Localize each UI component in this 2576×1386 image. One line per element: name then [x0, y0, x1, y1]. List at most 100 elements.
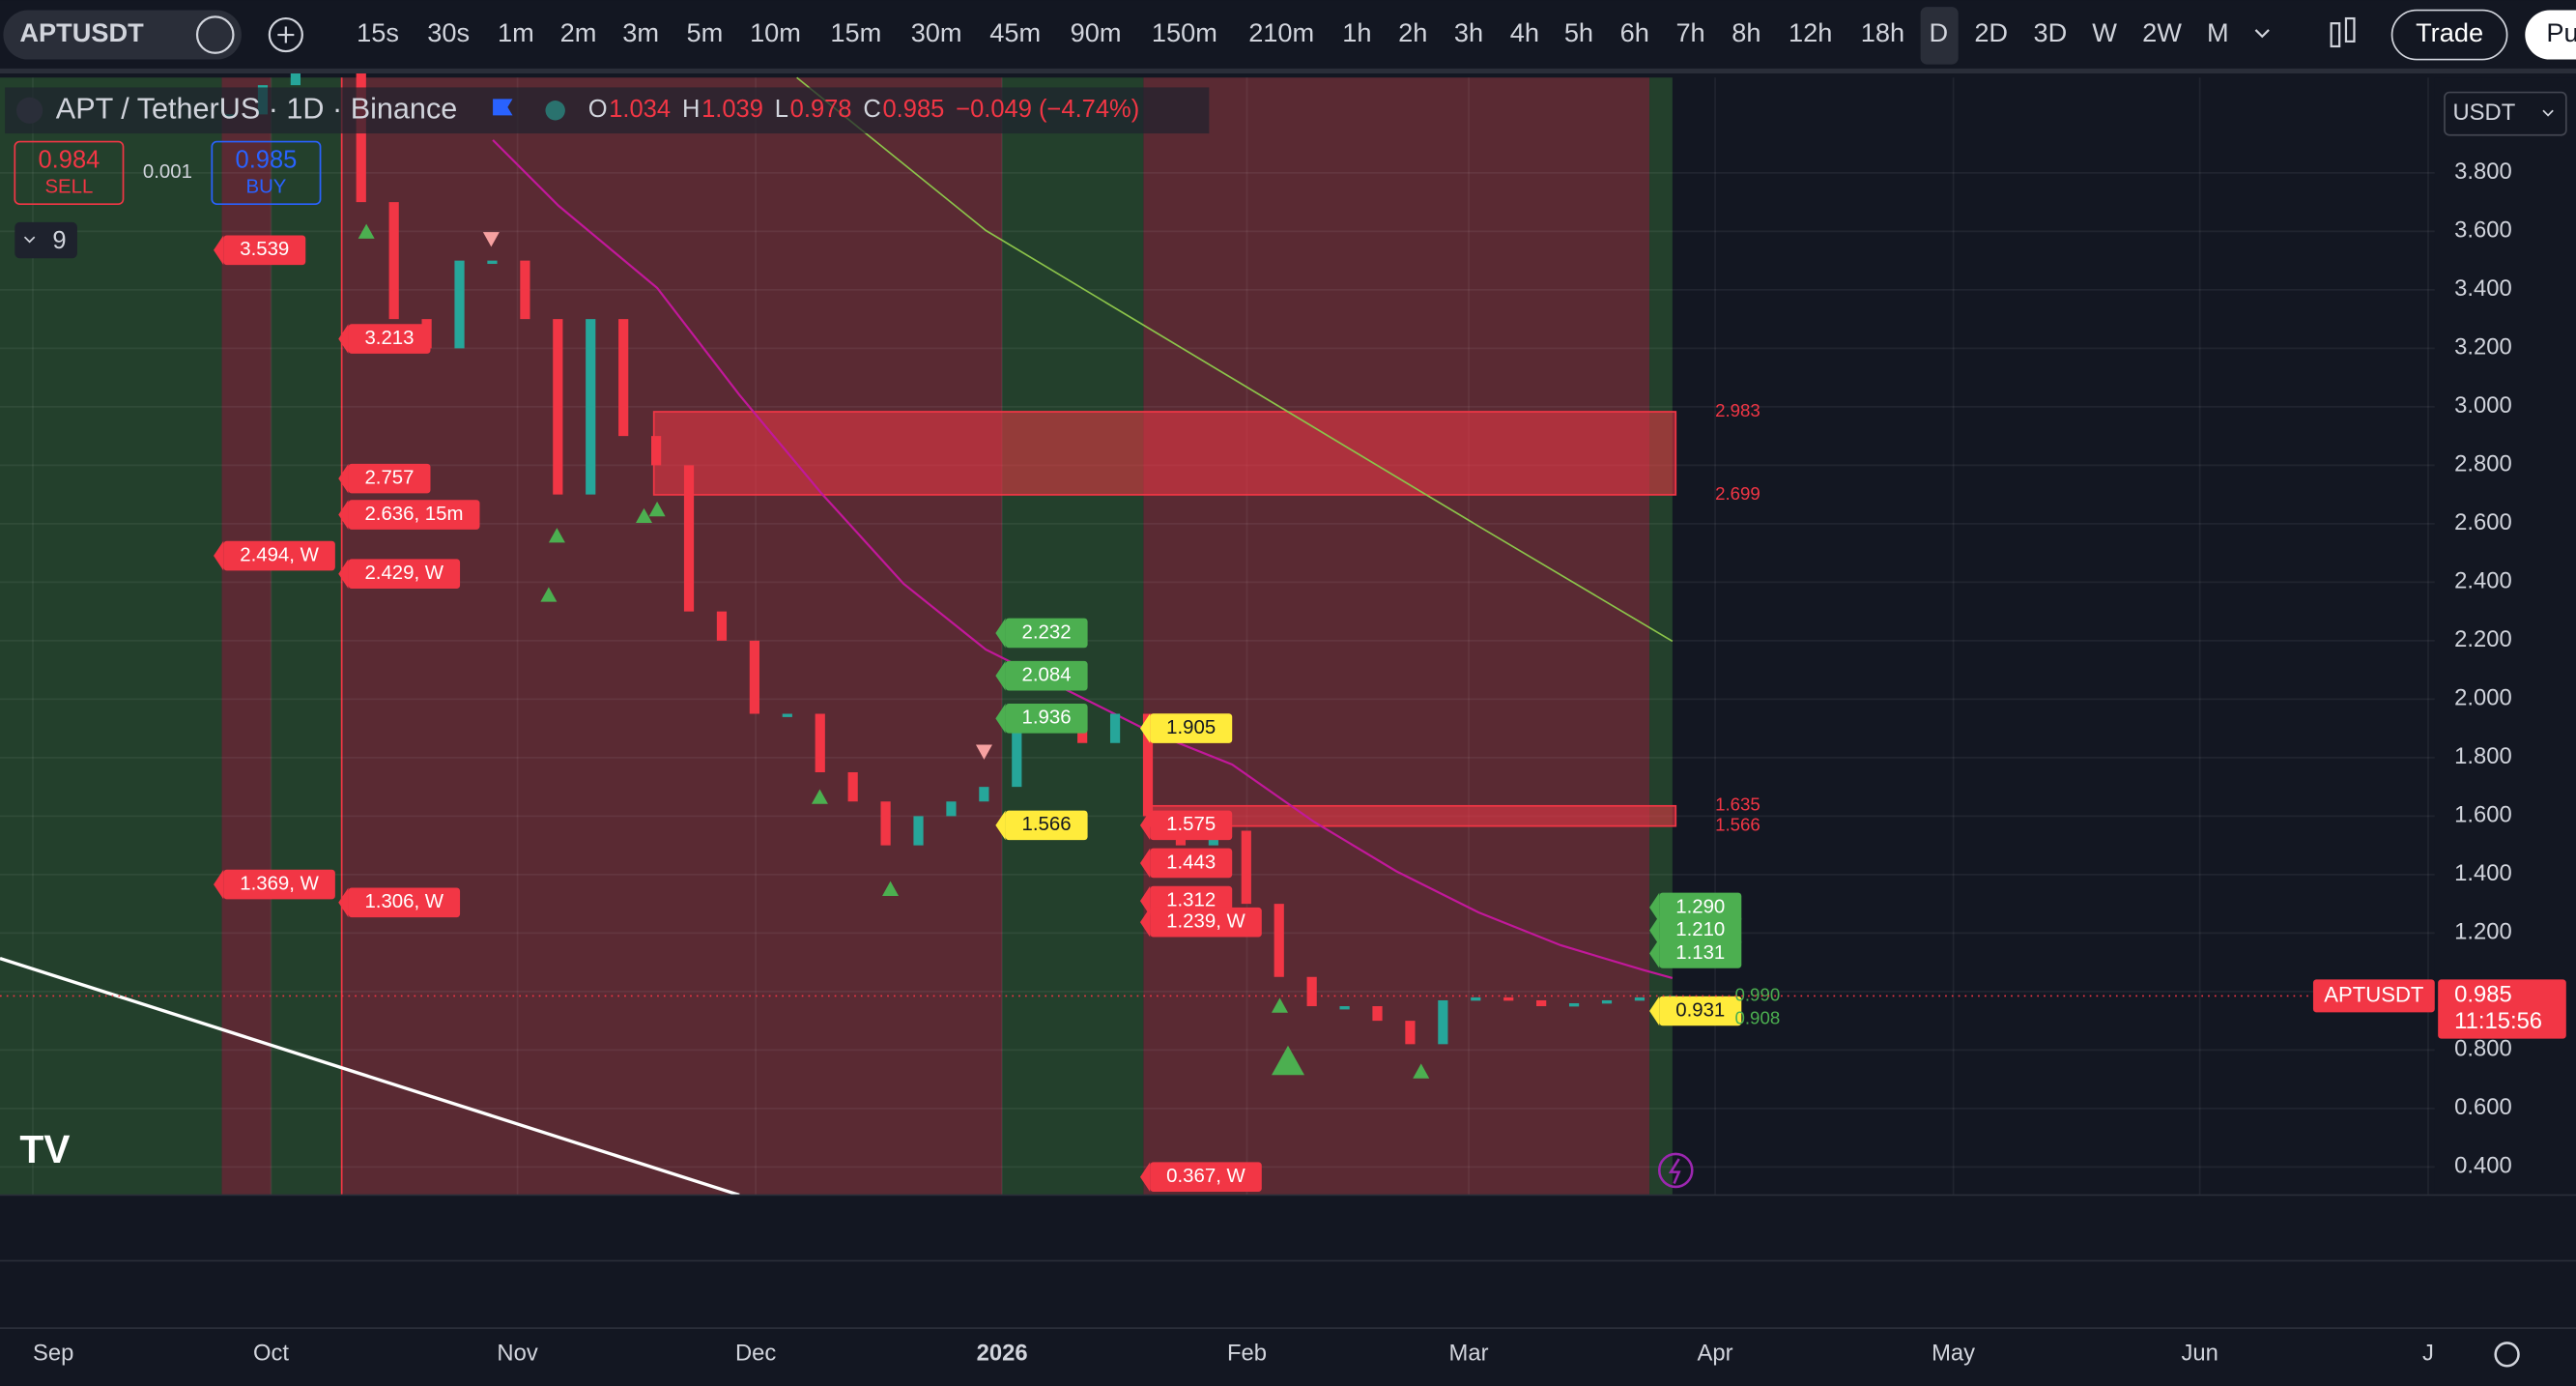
sell-button[interactable] [14, 140, 125, 206]
interval[interactable]: 2W [2142, 17, 2182, 47]
price-tick-label: 3.000 [2454, 392, 2512, 419]
price-tag [1659, 938, 1742, 968]
interval[interactable]: 3m [622, 17, 659, 47]
indicator-count[interactable]: 9 [52, 227, 66, 254]
candle [1012, 713, 1022, 788]
candle [1241, 830, 1251, 905]
tag-pointer [1649, 915, 1660, 945]
price-tick-label: 0.600 [2454, 1094, 2512, 1120]
time-label: Jun [2181, 1341, 2218, 1367]
interval[interactable]: 3h [1454, 17, 1483, 47]
level-label: 0.990 [1734, 985, 1780, 1005]
interval[interactable]: 8h [1732, 17, 1760, 47]
interval[interactable]: 7h [1675, 17, 1704, 47]
interval[interactable]: 150m [1152, 17, 1217, 47]
price-tick-label: 1.800 [2454, 743, 2512, 769]
buy-button[interactable] [211, 140, 322, 206]
symbol-search[interactable] [3, 10, 242, 60]
chevron [23, 236, 36, 244]
compare-button[interactable] [268, 16, 303, 53]
currency[interactable]: USDT [2452, 100, 2515, 126]
trade-button[interactable] [2390, 9, 2508, 61]
time-axis: Sep Oct Nov Dec 2026 Feb Mar Apr May Jun J [33, 1341, 2434, 1367]
price-tick-label: 2.200 [2454, 626, 2512, 652]
alert-icon[interactable] [195, 15, 235, 54]
tv-logo[interactable]: TV [19, 1127, 70, 1171]
settings-icon[interactable] [2494, 1342, 2520, 1368]
interval[interactable]: 2D [1974, 17, 2008, 47]
interval[interactable]: 4h [1510, 17, 1539, 47]
status-dot [545, 101, 565, 121]
zone-bottom-label: 1.566 [1715, 815, 1760, 835]
candle [1405, 1021, 1416, 1045]
interval[interactable]: 5m [687, 17, 724, 47]
time-label: Apr [1698, 1341, 1733, 1367]
band [0, 77, 222, 1196]
price-tag-label: 1.905 [1166, 717, 1216, 738]
price-tag-label: 1.369, W [240, 873, 319, 894]
flag-icon[interactable] [493, 99, 513, 116]
interval[interactable]: 6h [1620, 17, 1649, 47]
interval[interactable]: 30s [427, 17, 470, 47]
currency-select[interactable] [2444, 91, 2567, 136]
arrow [635, 507, 653, 524]
interval[interactable]: 12h [1789, 17, 1832, 47]
interval[interactable]: W [2092, 17, 2117, 47]
price-tag [223, 869, 335, 900]
arrow [882, 881, 900, 896]
interval[interactable]: 15m [830, 17, 881, 47]
interval-active [1920, 7, 1959, 65]
interval[interactable]: 30m [911, 17, 962, 47]
indicators-toggle[interactable] [14, 221, 77, 259]
price-tick-label: 1.400 [2454, 860, 2512, 886]
candle [716, 611, 728, 641]
tag-pointer [995, 660, 1006, 691]
price-tag-label: 1.131 [1675, 942, 1725, 964]
candle [683, 465, 695, 612]
interval[interactable]: 1m [498, 17, 534, 47]
buy-price[interactable]: 0.985 [236, 147, 298, 174]
trade-label[interactable]: Trade [2416, 17, 2483, 47]
chevron [2542, 109, 2554, 117]
price-tag-label: 2.494, W [240, 544, 319, 565]
interval[interactable]: 3D [2034, 17, 2068, 47]
more-intervals[interactable] [2254, 29, 2270, 39]
price-tag [1005, 660, 1088, 691]
publish-button[interactable] [2525, 10, 2576, 60]
candle [618, 319, 629, 437]
spread: 0.001 [143, 161, 192, 183]
interval[interactable]: 18h [1861, 17, 1904, 47]
candle [520, 260, 530, 320]
lightning-icon[interactable] [1657, 1152, 1694, 1189]
publish-label[interactable]: Pu [2546, 17, 2576, 47]
interval[interactable]: 90m [1071, 17, 1122, 47]
tag-pointer [338, 887, 349, 918]
candle [847, 772, 858, 802]
buy-label[interactable]: BUY [245, 177, 286, 198]
interval[interactable]: D [1929, 17, 1948, 47]
interval[interactable]: 5h [1564, 17, 1593, 47]
arrow [1271, 997, 1288, 1013]
sell-price[interactable]: 0.984 [39, 147, 100, 174]
interval[interactable]: 1h [1342, 17, 1371, 47]
interval[interactable]: 15s [357, 17, 399, 47]
sell-label[interactable]: SELL [44, 177, 93, 198]
interval[interactable]: 45m [989, 17, 1041, 47]
interval[interactable]: M [2207, 17, 2229, 47]
interval[interactable]: 2m [560, 17, 597, 47]
band [341, 77, 1003, 1196]
chart-type[interactable] [2330, 16, 2356, 48]
last-price-tag [2438, 979, 2566, 1039]
price-tag [1150, 713, 1233, 743]
interval[interactable]: 10m [750, 17, 801, 47]
interval[interactable]: 210m [1248, 17, 1314, 47]
plus-icon [277, 26, 295, 43]
candle [454, 260, 465, 349]
interval[interactable]: 2h [1398, 17, 1427, 47]
symbol[interactable]: APTUSDT [19, 17, 144, 47]
price-tag [348, 887, 461, 918]
